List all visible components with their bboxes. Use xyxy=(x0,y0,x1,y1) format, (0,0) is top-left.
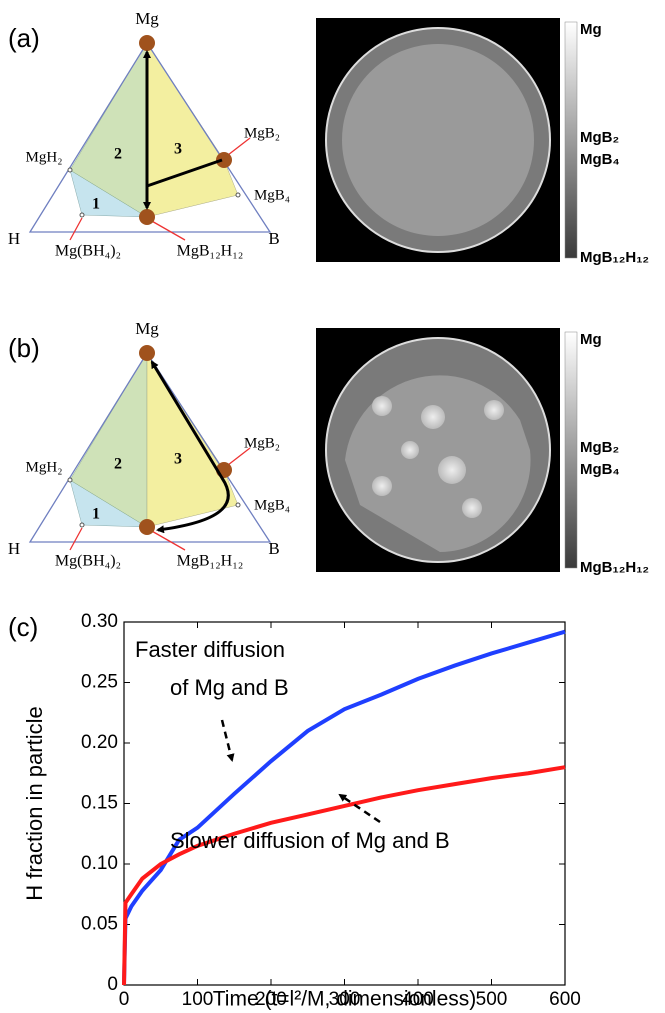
colorbar xyxy=(565,22,577,258)
phase-dot xyxy=(139,345,155,361)
region-label: 1 xyxy=(92,196,100,213)
y-tick-label: 0.15 xyxy=(81,793,118,814)
annotation: Faster diffusion xyxy=(135,637,285,662)
x-tick-label: 600 xyxy=(549,989,581,1010)
colorbar-label: MgB₂ xyxy=(580,439,619,456)
node-label: MgH₂ xyxy=(26,459,63,475)
series-line xyxy=(124,767,565,985)
y-tick-label: 0.10 xyxy=(81,853,118,874)
x-tick-label: 500 xyxy=(476,989,508,1010)
node-label: MgB₄ xyxy=(254,497,290,513)
x-axis-label: Time (t=l²/M, dimensionless) xyxy=(213,988,477,1011)
inclusion xyxy=(462,498,482,518)
y-tick-label: 0.25 xyxy=(81,672,118,693)
node-label: Mg(BH₄)₂ xyxy=(55,243,121,260)
region-3 xyxy=(147,43,238,217)
node-label: MgB₂ xyxy=(244,125,280,141)
phase-dot xyxy=(139,35,155,51)
inclusion xyxy=(372,396,392,416)
region-label: 3 xyxy=(174,451,182,468)
panel-label: (a) xyxy=(8,23,40,53)
node-label: H xyxy=(8,539,20,558)
colorbar-label: MgB₄ xyxy=(580,461,620,478)
leader xyxy=(150,530,185,550)
particle-core xyxy=(342,44,534,236)
node-label: Mg xyxy=(135,319,159,338)
leader xyxy=(70,218,82,240)
annotation: Slower diffusion of Mg and B xyxy=(170,828,450,853)
colorbar-label: MgB₂ xyxy=(580,129,619,146)
node-label: Mg xyxy=(135,9,159,28)
phase-dot xyxy=(139,519,155,535)
node-label: MgH₂ xyxy=(26,149,63,165)
inclusion xyxy=(438,456,466,484)
node-label: B xyxy=(268,229,279,248)
panel-label: (b) xyxy=(8,333,40,363)
leader xyxy=(150,220,185,240)
leader xyxy=(70,528,82,550)
node-dot xyxy=(68,168,72,172)
panel-label: (c) xyxy=(8,612,38,642)
inclusion xyxy=(372,476,392,496)
y-tick-label: 0.20 xyxy=(81,732,118,753)
y-tick-label: 0 xyxy=(107,974,118,995)
node-label: MgB₁₂H₁₂ xyxy=(177,243,244,260)
panel: Mg MgH₂ MgB₂ MgB₄ H B Mg(BH₄)₂ MgB₁₂H₁₂ 1 2 3 (b) Mg… xyxy=(8,319,649,576)
node-label: MgB₁₂H₁₂ xyxy=(177,553,244,570)
y-tick-label: 0.05 xyxy=(81,914,118,935)
node-dot xyxy=(236,193,240,197)
region-label: 2 xyxy=(114,456,122,473)
node-dot xyxy=(236,503,240,507)
node-label: MgB₂ xyxy=(244,435,280,451)
region-label: 3 xyxy=(174,141,182,158)
node-dot xyxy=(68,478,72,482)
phase-dot xyxy=(139,209,155,225)
node-dot xyxy=(80,213,84,217)
inclusion xyxy=(484,400,504,420)
node-dot xyxy=(80,523,84,527)
x-tick-label: 100 xyxy=(182,989,214,1010)
inclusion xyxy=(421,405,445,429)
y-axis-label: H fraction in particle xyxy=(22,706,47,900)
y-tick-label: 0.30 xyxy=(81,611,118,632)
node-label: MgB₄ xyxy=(254,187,290,203)
figure: Mg MgH₂ MgB₂ MgB₄ H B Mg(BH₄)₂ MgB₁₂H₁₂ 1 2 3 (a) Mg… xyxy=(0,0,665,1013)
node-label: Mg(BH₄)₂ xyxy=(55,553,121,570)
node-label: H xyxy=(8,229,20,248)
colorbar-label: MgB₄ xyxy=(580,151,620,168)
panel: Mg MgH₂ MgB₂ MgB₄ H B Mg(BH₄)₂ MgB₁₂H₁₂ 1 2 3 (a) Mg… xyxy=(8,9,649,266)
inclusion xyxy=(401,441,419,459)
colorbar-label: Mg xyxy=(580,331,602,348)
x-tick-label: 0 xyxy=(119,989,130,1010)
annotation-arrow xyxy=(222,720,232,760)
node-label: B xyxy=(268,539,279,558)
region-label: 2 xyxy=(114,146,122,163)
region-label: 1 xyxy=(92,506,100,523)
colorbar-label: Mg xyxy=(580,21,602,38)
annotation: of Mg and B xyxy=(170,675,289,700)
colorbar-label: MgB₁₂H₁₂ xyxy=(580,249,649,266)
colorbar xyxy=(565,332,577,568)
colorbar-label: MgB₁₂H₁₂ xyxy=(580,559,649,576)
